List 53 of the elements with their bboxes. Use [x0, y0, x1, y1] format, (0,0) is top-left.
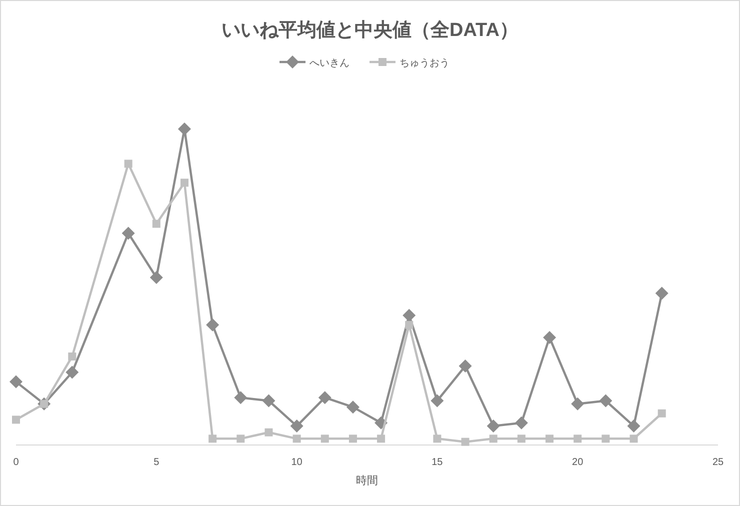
point — [122, 226, 135, 240]
point — [514, 416, 528, 430]
point — [433, 434, 442, 443]
point — [264, 428, 273, 436]
point — [599, 394, 612, 408]
x-tick-label: 0 — [13, 457, 20, 468]
point — [236, 434, 245, 443]
point — [658, 409, 666, 418]
x-axis-title: 時間 — [356, 474, 378, 487]
point — [348, 434, 357, 443]
point — [430, 394, 444, 408]
point — [574, 434, 582, 443]
x-tick-label: 5 — [154, 457, 160, 468]
x-tick-label: 20 — [572, 457, 584, 468]
point — [262, 394, 276, 408]
point — [402, 308, 416, 322]
point — [290, 420, 304, 433]
point — [489, 434, 498, 443]
point — [10, 375, 22, 388]
point — [152, 220, 160, 228]
point — [486, 420, 500, 433]
point — [458, 359, 472, 372]
point — [346, 400, 360, 414]
point — [461, 438, 470, 446]
point — [234, 391, 248, 404]
point — [571, 397, 584, 410]
point — [517, 434, 526, 443]
x-tick-label: 15 — [432, 457, 444, 468]
point — [208, 434, 217, 443]
point — [68, 352, 76, 361]
point — [12, 416, 20, 424]
point — [655, 286, 668, 300]
point — [602, 434, 610, 443]
legend-label: ちゅうおう — [400, 58, 450, 69]
point — [546, 434, 554, 443]
chart-title: いいね平均値と中央値（全DATA） — [222, 19, 518, 41]
point — [292, 434, 301, 443]
legend-label: へいきん — [310, 58, 350, 69]
point — [630, 434, 638, 443]
point — [377, 434, 386, 443]
point — [178, 122, 191, 136]
point — [318, 391, 332, 404]
point — [66, 366, 79, 379]
point — [627, 420, 640, 433]
point — [206, 318, 220, 332]
x-tick-label: 25 — [712, 457, 724, 468]
point — [405, 320, 414, 329]
point — [150, 271, 163, 284]
point — [124, 160, 132, 168]
point — [543, 331, 556, 344]
x-tick-label: 10 — [291, 457, 303, 468]
point — [320, 434, 329, 443]
point — [180, 178, 188, 187]
